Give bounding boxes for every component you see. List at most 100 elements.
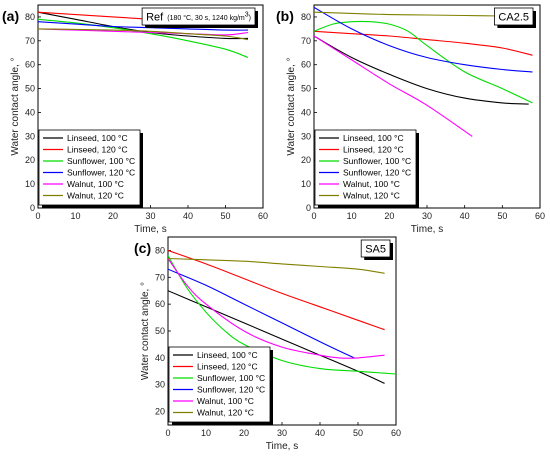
legend-label: Linseed, 120 °C: [67, 145, 128, 155]
y-tick-label: 70: [25, 36, 35, 46]
x-axis-label: Time, s: [266, 441, 298, 452]
y-tick-label: 0: [30, 203, 35, 213]
title-box-frame: [360, 239, 391, 258]
y-tick-label: 20: [301, 155, 311, 165]
legend-label: Sunflower, 120 °C: [343, 168, 411, 178]
series-line: [38, 28, 249, 36]
legend-label: Linseed, 100 °C: [67, 133, 128, 143]
y-tick-label: 10: [25, 179, 35, 189]
y-tick-label: 40: [155, 353, 165, 363]
series-line: [168, 268, 355, 359]
legend-label: Walnut, 120 °C: [197, 408, 254, 418]
panel-label: (b): [276, 8, 294, 24]
x-tick-label: 20: [384, 211, 394, 221]
y-axis-label: Water contact angle, °: [286, 57, 297, 155]
x-tick-label: 30: [145, 211, 155, 221]
title-box: Ref (180 °C, 30 s, 1240 kg/m 3): [141, 7, 258, 28]
x-tick-label: 50: [497, 211, 507, 221]
x-tick-label: 60: [391, 428, 401, 438]
y-tick-label: 10: [301, 179, 311, 189]
panel-label: (a): [2, 8, 19, 24]
chart-title-detail-end: ): [249, 15, 251, 22]
x-tick-label: 50: [220, 211, 230, 221]
x-tick-label: 10: [70, 211, 80, 221]
legend-label: Sunflower, 100 °C: [67, 156, 135, 166]
x-tick-label: 30: [422, 211, 432, 221]
y-tick-label: 60: [155, 299, 165, 309]
legend-label: Sunflower, 100 °C: [343, 156, 411, 166]
x-tick-label: 60: [258, 211, 268, 221]
y-tick-label: 60: [25, 60, 35, 70]
series-line: [314, 35, 529, 105]
series-line: [38, 28, 249, 41]
x-tick-label: 40: [183, 211, 193, 221]
x-tick-label: 20: [108, 211, 118, 221]
series-line: [168, 249, 385, 331]
title-box-frame: [494, 7, 534, 26]
x-tick-label: 0: [165, 428, 170, 438]
series-line: [314, 20, 533, 104]
series-line: [168, 257, 385, 274]
x-tick-label: 40: [460, 211, 470, 221]
legend-label: Walnut, 120 °C: [343, 191, 400, 201]
series-line: [314, 30, 533, 56]
chart-title: CA2.5: [498, 12, 529, 24]
legend-label: Walnut, 120 °C: [67, 191, 124, 201]
legend-frame: [38, 129, 141, 206]
y-tick-label: 80: [301, 12, 311, 22]
series-line: [168, 255, 396, 375]
x-tick-label: 40: [315, 428, 325, 438]
y-tick-label: 50: [301, 84, 311, 94]
y-tick-label: 50: [155, 326, 165, 336]
y-tick-label: 50: [25, 84, 35, 94]
x-axis-label: Time, s: [411, 224, 443, 235]
y-axis-label: Water contact angle, °: [140, 282, 151, 380]
x-axis-label: Time, s: [134, 224, 166, 235]
legend-label: Linseed, 100 °C: [197, 350, 258, 360]
legend-label: Walnut, 100 °C: [343, 179, 400, 189]
series-line: [38, 18, 249, 59]
y-tick-label: 40: [301, 107, 311, 117]
chart-title: Ref: [146, 12, 164, 24]
y-tick-label: 20: [155, 407, 165, 417]
x-tick-label: 60: [535, 211, 545, 221]
title-box: CA2.5: [494, 7, 536, 28]
legend-label: Linseed, 100 °C: [343, 133, 404, 143]
panel-label: (c): [134, 240, 151, 256]
title-box: SA5: [360, 239, 393, 260]
legend-label: Sunflower, 100 °C: [197, 373, 265, 383]
chart-title-detail: (180 °C, 30 s, 1240 kg/m: [167, 14, 245, 22]
y-tick-label: 80: [25, 12, 35, 22]
y-tick-label: 70: [301, 36, 311, 46]
chart-panel-1: 0 10 20 30 40 50 60 0 10 20 30 40 50 60 70 80 Time, s Wat…: [2, 4, 268, 235]
series-lines: [168, 249, 396, 384]
chart-panel-3: 0 10 20 30 40 50 60 20 30 40 50 60 70 80 Time, s Water …: [134, 236, 401, 452]
series-line: [168, 258, 385, 359]
x-tick-label: 10: [347, 211, 357, 221]
y-tick-label: 20: [25, 155, 35, 165]
legend-frame: [168, 346, 271, 423]
y-tick-label: 70: [155, 272, 165, 282]
chart-panel-2: 0 10 20 30 40 50 60 0 10 20 30 40 50 60 70 80 Time, s Wat…: [276, 4, 545, 235]
y-tick-label: 80: [155, 245, 165, 255]
legend-label: Sunflower, 120 °C: [67, 168, 135, 178]
series-line: [314, 35, 473, 137]
legend-label: Sunflower, 120 °C: [197, 385, 265, 395]
legend-label: Linseed, 120 °C: [343, 145, 404, 155]
legend-frame: [314, 129, 417, 206]
x-tick-label: 0: [35, 211, 40, 221]
chart-title-detail-sup: 3: [245, 12, 249, 19]
legend-label: Linseed, 120 °C: [197, 362, 258, 372]
x-tick-label: 10: [201, 428, 211, 438]
legend-label: Walnut, 100 °C: [197, 396, 254, 406]
y-axis-label: Water contact angle, °: [10, 57, 21, 155]
y-tick-label: 40: [25, 107, 35, 117]
x-tick-label: 20: [239, 428, 249, 438]
x-tick-label: 0: [311, 211, 316, 221]
chart-title: SA5: [365, 244, 386, 256]
series-lines: [38, 11, 249, 59]
